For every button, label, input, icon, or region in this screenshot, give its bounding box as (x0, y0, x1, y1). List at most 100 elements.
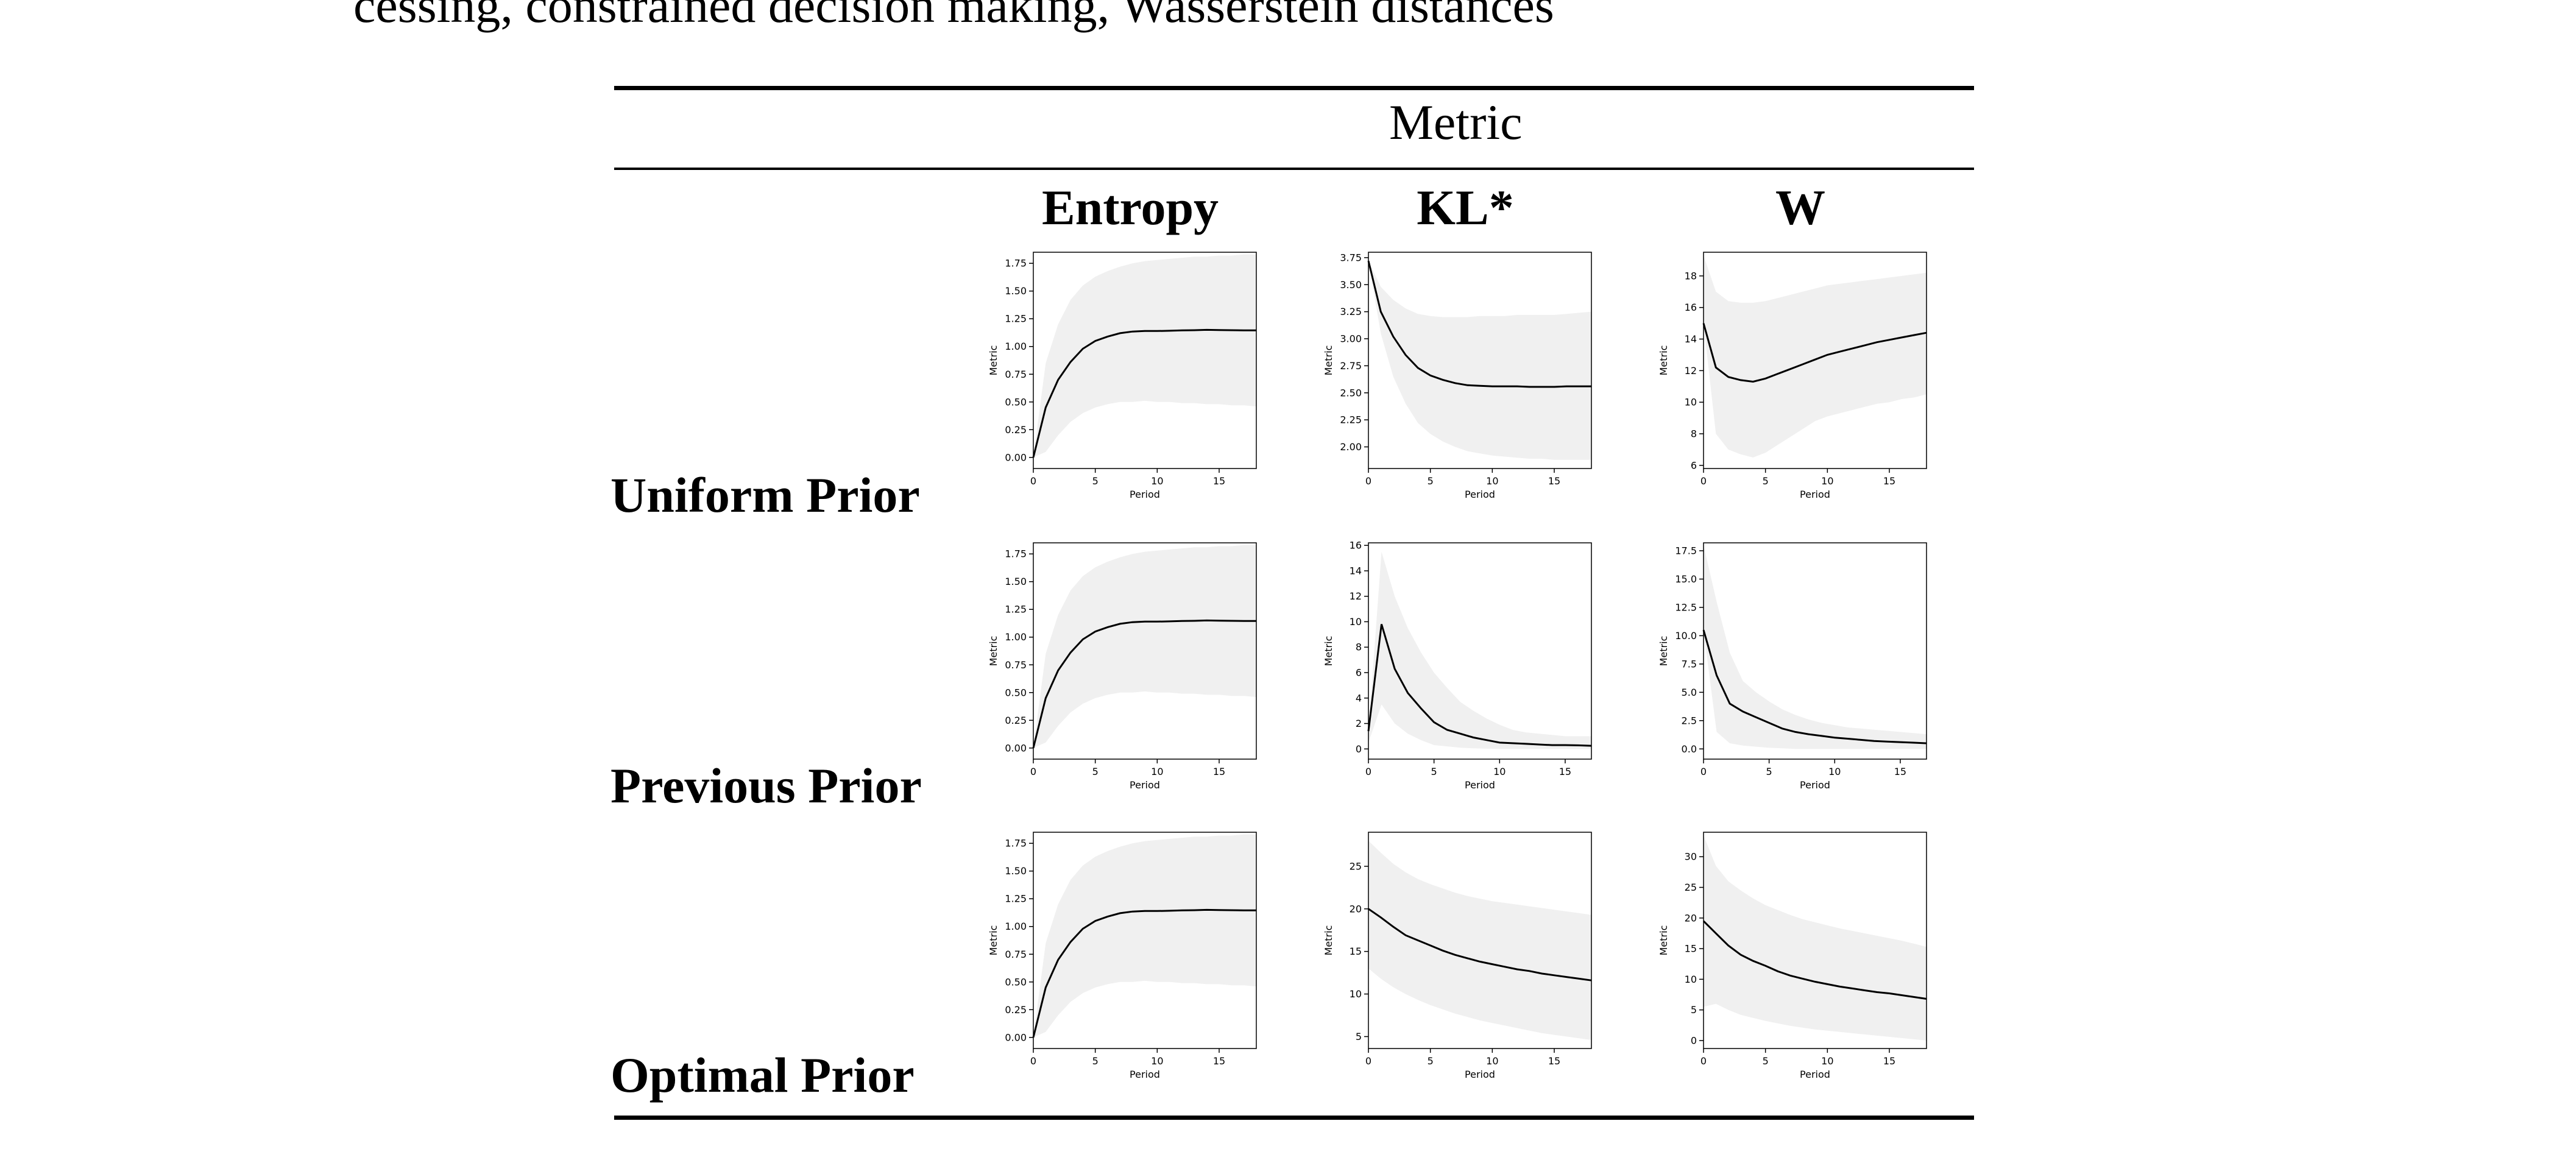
y-axis-label: Metric (988, 925, 999, 956)
x-tick-label: 10 (1151, 766, 1163, 777)
mean-line (1368, 908, 1592, 981)
y-tick-label: 1.25 (1005, 313, 1027, 325)
y-tick-label: 3.00 (1340, 333, 1362, 345)
confidence-band (1704, 255, 1927, 458)
y-tick-label: 20 (1685, 912, 1697, 924)
column-header-w: W (1775, 180, 1825, 235)
y-tick-label: 0.75 (1005, 949, 1027, 960)
top-rule (614, 86, 1974, 90)
y-tick-label: 14 (1350, 565, 1362, 576)
column-header-kl: KL* (1417, 180, 1514, 235)
y-tick-label: 2.50 (1340, 387, 1362, 398)
y-tick-label: 0.50 (1005, 687, 1027, 698)
y-tick-label: 0.00 (1005, 742, 1027, 754)
x-tick-label: 0 (1030, 766, 1036, 777)
x-tick-label: 5 (1766, 766, 1772, 777)
y-tick-label: 15.0 (1675, 573, 1697, 585)
y-tick-label: 1.00 (1005, 921, 1027, 932)
y-tick-label: 0.00 (1005, 1031, 1027, 1043)
x-tick-label: 15 (1213, 1055, 1225, 1067)
y-tick-label: 0.50 (1005, 396, 1027, 408)
y-tick-label: 2.75 (1340, 360, 1362, 372)
chart-uniform-entropy: 0 5 10 15 0.00 0.25 0.50 0.75 1.00 1.25 1.50 1.75 Pe… (988, 252, 1257, 500)
x-tick-label: 5 (1092, 1055, 1099, 1067)
mean-line (1702, 323, 1927, 383)
y-tick-label: 5.0 (1682, 687, 1697, 698)
y-axis-label: Metric (1323, 345, 1334, 376)
y-axis-label: Metric (988, 636, 999, 667)
y-axis-label: Metric (1658, 636, 1669, 667)
y-tick-label: 8 (1691, 428, 1697, 439)
y-tick-label: 2.00 (1340, 441, 1362, 453)
y-tick-label: 7.5 (1682, 658, 1697, 670)
y-tick-label: 12 (1350, 590, 1362, 602)
mean-line (1032, 619, 1257, 749)
y-tick-label: 12 (1685, 365, 1697, 377)
y-tick-label: 0 (1691, 1034, 1697, 1046)
y-tick-label: 16 (1350, 540, 1362, 551)
plot-frame (1703, 252, 1927, 469)
mean-line (1032, 328, 1257, 458)
y-tick-label: 1.50 (1005, 576, 1027, 587)
x-tick-label: 5 (1428, 475, 1434, 487)
x-tick-label: 10 (1151, 475, 1163, 487)
row-header-uniform-prior: Uniform Prior (610, 467, 920, 523)
y-tick-label: 8 (1356, 642, 1362, 653)
y-tick-label: 1.75 (1005, 838, 1027, 849)
x-tick-label: 15 (1894, 766, 1906, 777)
x-tick-label: 5 (1092, 475, 1099, 487)
x-tick-label: 5 (1763, 1055, 1769, 1067)
x-tick-label: 0 (1700, 766, 1707, 777)
y-tick-label: 0.25 (1005, 1004, 1027, 1016)
y-tick-label: 18 (1685, 270, 1697, 281)
x-tick-label: 10 (1486, 475, 1498, 487)
chart-optimal-entropy: 0 5 10 15 0.00 0.25 0.50 0.75 1.00 1.25 1.50 1.75 Pe… (988, 832, 1257, 1080)
confidence-band (1704, 545, 1927, 749)
x-tick-label: 0 (1700, 475, 1707, 487)
metric-header: Metric (1389, 94, 1523, 150)
x-axis-label: Period (1465, 1069, 1495, 1080)
x-tick-label: 15 (1213, 475, 1225, 487)
cutoff-keywords-text: cessing, constrained decision making, Wa… (353, 0, 1554, 33)
y-axis-label: Metric (988, 345, 999, 376)
plot-frame (1703, 832, 1927, 1049)
chart-optimal-kl: 0 5 10 15 5 10 15 20 25 Period Metric (1323, 832, 1592, 1080)
y-tick-label: 1.25 (1005, 604, 1027, 615)
y-tick-label: 10 (1685, 974, 1697, 985)
y-tick-label: 10.0 (1675, 630, 1697, 642)
y-tick-label: 15 (1350, 946, 1362, 957)
y-tick-label: 4 (1356, 692, 1362, 704)
plot-frame (1033, 252, 1257, 469)
x-tick-label: 15 (1548, 475, 1560, 487)
y-tick-label: 30 (1685, 851, 1697, 863)
y-tick-label: 1.00 (1005, 631, 1027, 643)
x-tick-label: 15 (1559, 766, 1571, 777)
y-tick-label: 10 (1685, 397, 1697, 408)
y-tick-label: 3.50 (1340, 279, 1362, 291)
x-tick-label: 10 (1151, 1055, 1163, 1067)
x-tick-label: 15 (1883, 1055, 1895, 1067)
y-tick-label: 0.75 (1005, 659, 1027, 671)
plot-frame (1368, 542, 1592, 760)
plot-frame (1033, 832, 1257, 1049)
y-tick-label: 17.5 (1675, 545, 1697, 557)
row-header-optimal-prior: Optimal Prior (610, 1047, 915, 1103)
y-tick-label: 1.50 (1005, 285, 1027, 297)
y-axis-label: Metric (1658, 925, 1669, 956)
y-tick-label: 2.5 (1682, 715, 1697, 726)
x-axis-label: Period (1130, 779, 1160, 791)
y-axis-label: Metric (1323, 636, 1334, 667)
chart-previous-entropy: 0 5 10 15 0.00 0.25 0.50 0.75 1.00 1.25 1.50 1.75 Pe… (988, 542, 1257, 791)
y-tick-label: 20 (1350, 903, 1362, 914)
header-rule (614, 168, 1974, 170)
x-tick-label: 10 (1821, 1055, 1833, 1067)
y-axis-label: Metric (1323, 925, 1334, 956)
chart-previous-w: 0 5 10 15 0.0 2.5 5.0 7.5 10.0 12.5 15.0 17.5 Period… (1658, 542, 1927, 791)
x-tick-label: 0 (1365, 1055, 1371, 1067)
row-header-previous-prior: Previous Prior (610, 758, 922, 813)
y-tick-label: 0.25 (1005, 424, 1027, 436)
confidence-band (1368, 841, 1591, 1040)
y-tick-label: 1.50 (1005, 865, 1027, 877)
x-tick-label: 0 (1365, 475, 1371, 487)
plot-frame (1368, 252, 1592, 469)
